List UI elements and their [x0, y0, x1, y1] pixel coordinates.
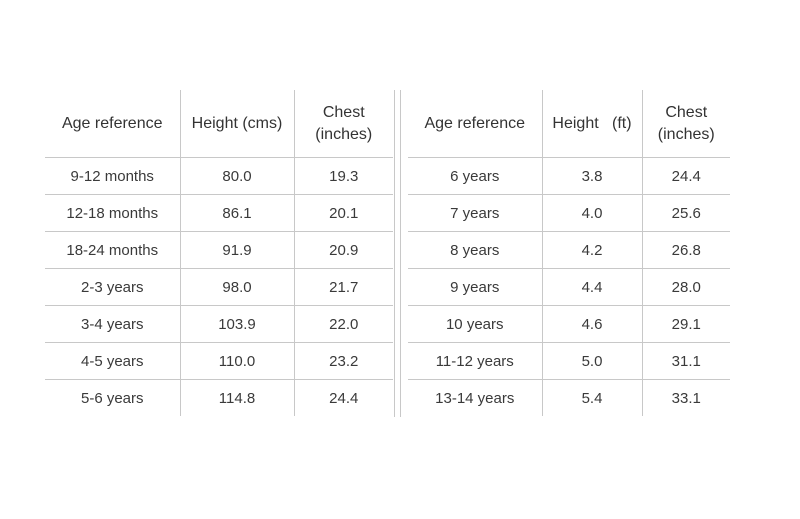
column-header-chest: Chest (inches) — [293, 90, 393, 158]
cell-age: 11-12 years — [408, 342, 542, 380]
column-header-age: Age reference — [61, 114, 163, 132]
column-header-chest-line1: Chest — [665, 103, 708, 121]
column-header-chest-line1: Chest — [322, 103, 365, 121]
cell-height: 103.9 — [179, 305, 294, 343]
table-row: 9-12 months 80.0 19.3 — [45, 157, 393, 195]
table-row: 13-14 years 5.4 33.1 — [408, 379, 730, 416]
table-divider-line — [394, 90, 395, 417]
cell-height: 4.2 — [541, 231, 642, 269]
cell-height: 114.8 — [179, 379, 294, 416]
cell-height: 91.9 — [179, 231, 294, 269]
table-row: 3-4 years 103.9 22.0 — [45, 305, 393, 343]
table-row: 2-3 years 98.0 21.7 — [45, 268, 393, 306]
size-chart-right-table: Age reference Height (ft) Chest (inches)… — [408, 90, 730, 416]
cell-height: 4.6 — [541, 305, 642, 343]
column-header-chest: Chest (inches) — [641, 90, 730, 158]
column-header-chest-line2: (inches) — [657, 125, 715, 143]
cell-age: 3-4 years — [45, 305, 180, 343]
cell-age: 9 years — [408, 268, 542, 306]
cell-age: 9-12 months — [45, 157, 180, 195]
cell-height: 3.8 — [541, 157, 642, 195]
cell-age: 2-3 years — [45, 268, 180, 306]
cell-chest: 31.1 — [641, 342, 730, 380]
cell-height: 4.4 — [541, 268, 642, 306]
cell-age: 7 years — [408, 194, 542, 232]
column-header-age: Age reference — [424, 114, 525, 132]
cell-chest: 22.0 — [293, 305, 393, 343]
cell-height: 5.0 — [541, 342, 642, 380]
cell-height: 5.4 — [541, 379, 642, 416]
cell-age: 13-14 years — [435, 389, 515, 407]
table-row: 18-24 months 91.9 20.9 — [45, 231, 393, 269]
cell-age: 18-24 months — [45, 231, 180, 269]
cell-chest: 24.4 — [641, 157, 730, 195]
table-row: 6 years 3.8 24.4 — [408, 157, 730, 195]
table-header-row: Age reference Height (cms) Chest (inches… — [45, 90, 393, 158]
cell-height: 4.0 — [541, 194, 642, 232]
cell-chest: 20.1 — [293, 194, 393, 232]
cell-height: 110.0 — [179, 342, 294, 380]
table-row: 9 years 4.4 28.0 — [408, 268, 730, 306]
table-row: 5-6 years 114.8 24.4 — [45, 379, 393, 416]
cell-chest: 20.9 — [293, 231, 393, 269]
table-row: 10 years 4.6 29.1 — [408, 305, 730, 343]
cell-chest: 25.6 — [641, 194, 730, 232]
table-row: 11-12 years 5.0 31.1 — [408, 342, 730, 380]
table-row: 4-5 years 110.0 23.2 — [45, 342, 393, 380]
cell-age: 5-6 years — [80, 389, 144, 407]
cell-chest: 23.2 — [293, 342, 393, 380]
cell-chest: 28.0 — [641, 268, 730, 306]
cell-chest: 26.8 — [641, 231, 730, 269]
cell-height: 80.0 — [179, 157, 294, 195]
table-header-row: Age reference Height (ft) Chest (inches) — [408, 90, 730, 158]
cell-chest: 29.1 — [641, 305, 730, 343]
cell-height: 98.0 — [179, 268, 294, 306]
cell-age: 6 years — [408, 157, 542, 195]
column-header-chest-line2: (inches) — [315, 125, 373, 143]
cell-age: 8 years — [408, 231, 542, 269]
size-chart-left-table: Age reference Height (cms) Chest (inches… — [45, 90, 393, 416]
table-divider-line — [400, 90, 401, 417]
cell-chest: 21.7 — [293, 268, 393, 306]
column-header-height: Height (ft) — [541, 90, 642, 158]
table-row: 8 years 4.2 26.8 — [408, 231, 730, 269]
cell-age: 12-18 months — [45, 194, 180, 232]
table-row: 12-18 months 86.1 20.1 — [45, 194, 393, 232]
cell-age: 4-5 years — [45, 342, 180, 380]
cell-chest: 19.3 — [293, 157, 393, 195]
cell-age: 10 years — [408, 305, 542, 343]
cell-height: 86.1 — [179, 194, 294, 232]
table-row: 7 years 4.0 25.6 — [408, 194, 730, 232]
column-header-height: Height (cms) — [179, 90, 294, 158]
cell-chest: 24.4 — [293, 379, 393, 416]
cell-chest: 33.1 — [641, 379, 730, 416]
